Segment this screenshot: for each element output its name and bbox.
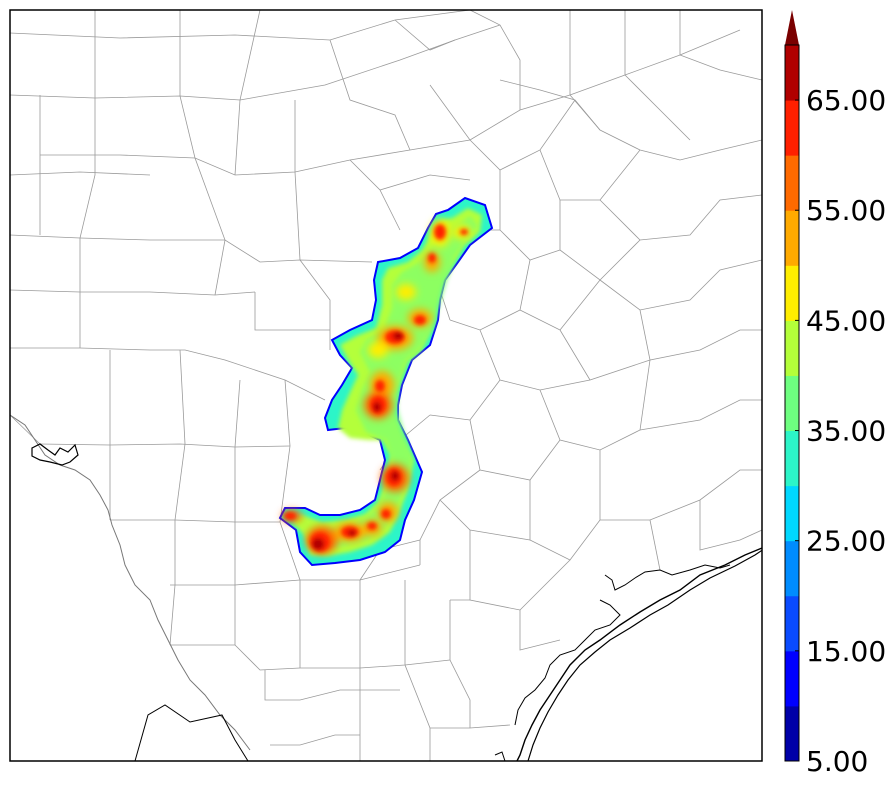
colorbar-segment — [785, 650, 799, 707]
map-frame — [9, 9, 763, 762]
colorbar-segment — [785, 155, 799, 211]
colorbar-segment — [785, 210, 799, 266]
colorbar-tick-label: 15.00 — [806, 635, 886, 668]
colorbar-tick-label: 55.00 — [806, 194, 886, 227]
colorbar-tick-label: 5.00 — [806, 745, 868, 778]
county-boundaries — [10, 10, 762, 761]
colorbar-segment — [785, 375, 799, 432]
colorbar-segments — [785, 45, 799, 762]
colorbar-tick-label: 45.00 — [806, 304, 886, 337]
colorbar-segment — [785, 540, 799, 597]
precipitation-field — [278, 196, 494, 567]
colorbar-segment — [785, 485, 799, 542]
colorbar-frame — [784, 44, 800, 762]
colorbar-tick-label: 35.00 — [806, 415, 886, 448]
colorbar-tick-label: 65.00 — [806, 84, 886, 117]
colorbar: 5.00 15.00 25.00 35.00 45.00 55.00 65.00 — [784, 10, 886, 778]
colorbar-segment — [785, 320, 799, 376]
colorbar-segment — [785, 100, 799, 156]
colorbar-extend-arrow — [785, 10, 799, 45]
storm-cores — [284, 224, 468, 552]
colorbar-segment — [785, 595, 799, 652]
colorbar-segment — [785, 430, 799, 487]
coastline — [10, 414, 762, 761]
colorbar-segment — [785, 705, 799, 762]
colorbar-ticks: 5.00 15.00 25.00 35.00 45.00 55.00 65.00 — [795, 84, 886, 778]
colorbar-tick-label: 25.00 — [806, 525, 886, 558]
contour-inner — [312, 216, 478, 548]
colorbar-segment — [785, 265, 799, 321]
colorbar-segment — [785, 45, 799, 101]
